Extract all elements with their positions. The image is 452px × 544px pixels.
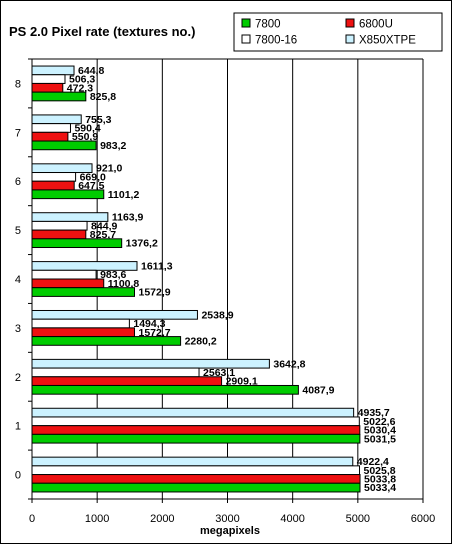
x-tick-label: 6000 <box>411 513 435 525</box>
legend-swatch <box>345 34 355 44</box>
bar <box>31 91 87 102</box>
legend-swatch <box>241 18 251 28</box>
bar <box>31 425 361 435</box>
data-label: 1376,2 <box>126 238 158 250</box>
bar <box>31 456 354 467</box>
data-label: 5033,8 <box>364 473 396 485</box>
y-tick-label: 7 <box>15 127 21 139</box>
chart-title: PS 2.0 Pixel rate (textures no.) <box>9 24 195 39</box>
bar <box>31 416 360 427</box>
bar <box>31 474 361 484</box>
y-tick-label: 4 <box>15 274 21 286</box>
data-label: 844,9 <box>91 220 117 232</box>
data-label: 4922,4 <box>357 456 389 468</box>
data-label: 983,6 <box>100 269 126 281</box>
bar <box>31 376 223 386</box>
data-label: 506,3 <box>69 74 95 86</box>
bar <box>31 238 123 249</box>
data-label: 5022,6 <box>363 416 395 428</box>
bar <box>31 82 64 93</box>
bar <box>31 172 77 182</box>
data-label: 1494,3 <box>133 318 165 330</box>
data-label: 1611,3 <box>141 261 173 273</box>
data-label: 1101,2 <box>108 189 140 201</box>
y-tick-label: 6 <box>15 176 21 188</box>
y-tick-label: 1 <box>15 421 21 433</box>
data-label: 590,4 <box>74 123 100 135</box>
bar <box>31 367 200 378</box>
x-tick-label: 0 <box>29 513 35 525</box>
x-tick-label: 1000 <box>85 513 109 525</box>
bar <box>31 131 69 142</box>
data-label: 1572,7 <box>138 327 170 339</box>
bar <box>31 189 105 200</box>
data-label: 3642,8 <box>273 358 305 370</box>
data-label: 983,2 <box>100 140 126 152</box>
legend-entry: 7800-16 <box>255 35 297 47</box>
data-label: 2909,1 <box>226 376 258 388</box>
y-tick-label: 5 <box>15 225 21 237</box>
bar <box>31 229 87 240</box>
x-tick-label: 2000 <box>150 513 174 525</box>
data-label: 5025,8 <box>364 465 396 477</box>
bar <box>31 287 136 297</box>
bar <box>31 433 361 444</box>
bar <box>31 269 97 280</box>
data-label: 644,8 <box>78 65 104 77</box>
legend-swatch <box>345 18 355 28</box>
data-label: 825,7 <box>90 229 116 241</box>
bar <box>31 65 75 76</box>
y-tick-label: 3 <box>15 323 21 335</box>
legend-entry: 6800U <box>359 19 393 31</box>
data-label: 2280,2 <box>185 335 217 347</box>
legend <box>233 12 443 52</box>
data-label: 5033,4 <box>364 482 396 494</box>
bar <box>31 318 130 329</box>
data-label: 647,5 <box>78 180 104 192</box>
x-axis-title: megapixels <box>200 525 260 537</box>
x-tick-label: 4000 <box>280 513 304 525</box>
bar <box>31 327 135 338</box>
data-label: 472,3 <box>67 82 93 94</box>
legend-entry: 7800 <box>255 19 281 31</box>
y-tick-label: 8 <box>15 78 21 90</box>
data-label: 1100,8 <box>108 278 140 290</box>
bar <box>31 123 71 133</box>
bar <box>31 482 361 493</box>
data-label: 550,9 <box>72 131 98 143</box>
data-label: 669,0 <box>80 171 106 183</box>
data-label: 5030,4 <box>364 425 396 437</box>
bar <box>31 180 75 191</box>
data-label: 5031,5 <box>364 433 396 445</box>
y-tick-label: 0 <box>15 470 21 482</box>
bar <box>31 465 361 476</box>
data-label: 2538,9 <box>201 309 233 321</box>
data-label: 4935,7 <box>358 407 390 419</box>
y-tick-label: 2 <box>15 372 21 384</box>
data-label: 755,3 <box>85 114 111 126</box>
bar <box>31 140 97 151</box>
legend-swatch <box>241 34 251 44</box>
bar <box>31 278 105 289</box>
bar <box>31 336 182 346</box>
data-label: 1163,9 <box>112 212 144 224</box>
bar <box>31 407 355 418</box>
data-label: 2563,1 <box>203 367 235 379</box>
bar <box>31 384 299 395</box>
legend-entry: X850XTPE <box>359 35 416 47</box>
x-tick-label: 5000 <box>346 513 370 525</box>
x-tick-label: 3000 <box>215 513 239 525</box>
bar <box>31 220 88 231</box>
bar <box>31 74 66 84</box>
bar <box>31 309 198 320</box>
data-label: 921,0 <box>96 163 122 175</box>
data-label: 825,8 <box>90 91 116 103</box>
data-label: 4087,9 <box>302 384 334 396</box>
data-label: 1572,9 <box>139 287 171 299</box>
